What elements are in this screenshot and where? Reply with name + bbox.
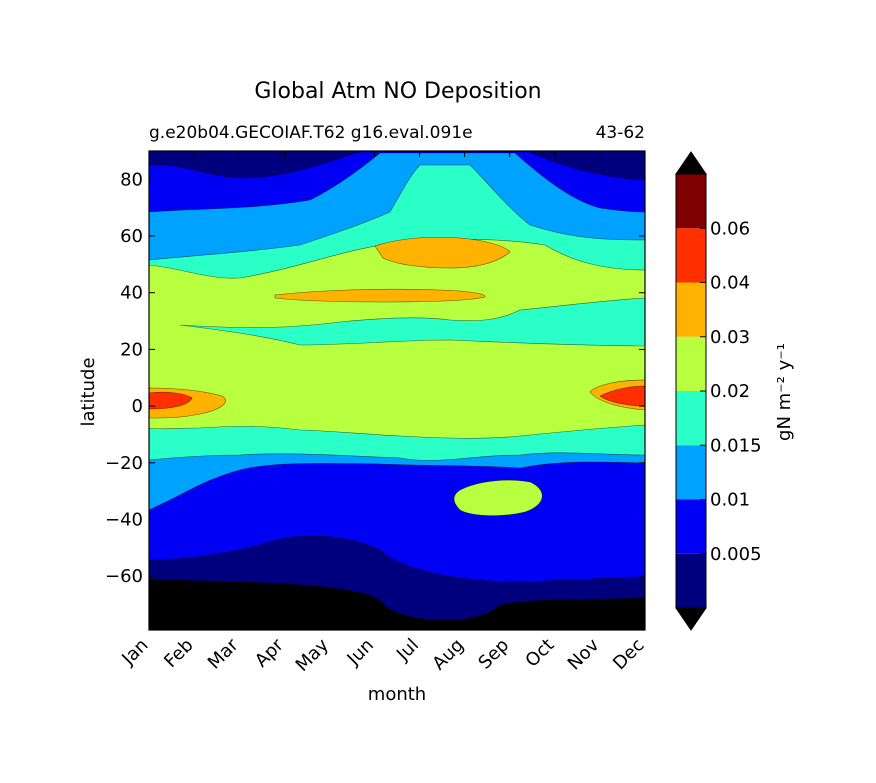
colorbar-tick-label: 0.02 xyxy=(710,381,750,402)
x-tick-label: Sep xyxy=(474,635,513,674)
x-tick-label: Jun xyxy=(343,635,378,670)
colorbar-tick-label: 0.03 xyxy=(710,327,750,348)
band-0.02-0.03-sh xyxy=(453,479,543,516)
y-axis-label: latitude xyxy=(78,357,99,426)
x-tick-label: Oct xyxy=(521,635,558,672)
x-tick-label: Jul xyxy=(392,635,423,666)
chart-subtitle-right: 43-62 xyxy=(596,123,645,143)
colorbar-tick-label: 0.06 xyxy=(710,218,750,239)
x-tick-label: Apr xyxy=(251,634,288,671)
x-tick-label: May xyxy=(292,634,333,675)
colorbar-tick-label: 0.01 xyxy=(710,490,750,511)
colorbar-extend-max xyxy=(675,151,707,175)
y-tick-label: −60 xyxy=(105,566,143,587)
colorbar-tick-label: 0.015 xyxy=(710,435,762,456)
y-tick-label: −40 xyxy=(105,509,143,530)
y-tick-label: −20 xyxy=(105,453,143,474)
colorbar-label: gN m⁻² y⁻¹ xyxy=(774,343,795,441)
y-tick-label: 80 xyxy=(120,169,143,190)
x-tick-label: Aug xyxy=(428,635,468,675)
y-tick-label: 0 xyxy=(132,396,143,417)
colorbar-band xyxy=(676,391,706,446)
colorbar-band xyxy=(676,336,706,391)
y-tick-label: 40 xyxy=(120,283,143,304)
colorbar-band xyxy=(676,174,706,229)
x-tick-label: Nov xyxy=(564,634,604,674)
colorbar-band xyxy=(676,228,706,283)
band-0.03-0.04-north xyxy=(374,236,511,269)
y-axis-ticks: 80 60 40 20 0 −20 −40 −60 xyxy=(105,169,645,587)
contour-plot xyxy=(149,151,645,630)
plot-frame xyxy=(148,150,646,631)
x-axis-label: month xyxy=(368,684,426,705)
band-0.04-0.06-east xyxy=(599,385,645,407)
x-tick-label: Mar xyxy=(204,634,243,673)
band-0.03-0.04-strip xyxy=(274,288,486,303)
colorbar-band xyxy=(676,282,706,337)
y-tick-label: 60 xyxy=(120,226,143,247)
colorbar-band xyxy=(676,553,706,608)
colorbar-extend-min xyxy=(675,607,707,631)
band-0.02-0.03 xyxy=(149,239,645,439)
colorbar-band xyxy=(676,499,706,554)
colorbar-tick-label: 0.005 xyxy=(710,544,762,565)
x-tick-label: Feb xyxy=(160,635,197,672)
band-0.04-0.06-west xyxy=(149,391,193,410)
y-tick-label: 20 xyxy=(120,339,143,360)
x-tick-label: Dec xyxy=(609,635,648,674)
chart-subtitle-left: g.e20b04.GECOIAF.T62 g16.eval.091e xyxy=(149,123,473,143)
colorbar-band xyxy=(676,445,706,500)
colorbar: 0.005 0.01 0.015 0.02 0.03 0.04 0.06 xyxy=(675,151,762,631)
x-tick-label: Jan xyxy=(117,635,152,670)
chart-title: Global Atm NO Deposition xyxy=(254,79,541,104)
colorbar-tick-label: 0.04 xyxy=(710,273,750,294)
